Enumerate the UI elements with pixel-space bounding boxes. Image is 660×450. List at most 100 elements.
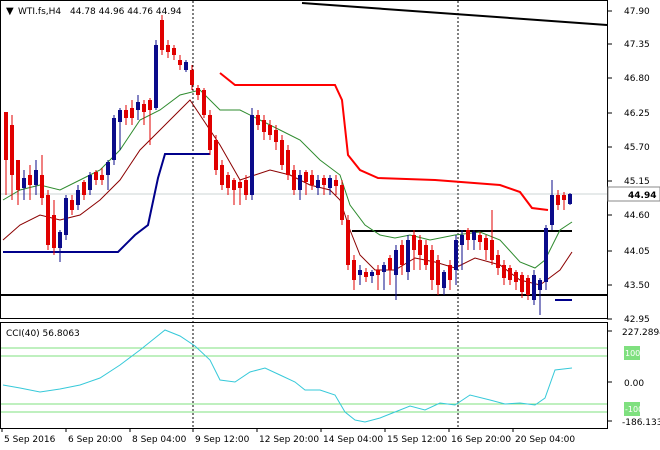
candle-body[interactable] (82, 182, 86, 195)
candle-body[interactable] (556, 195, 560, 205)
candle-body[interactable] (448, 265, 452, 280)
candle-body[interactable] (310, 175, 314, 185)
candle-body[interactable] (568, 194, 572, 204)
candle-body[interactable] (532, 275, 536, 300)
candle-body[interactable] (172, 48, 176, 55)
candle-body[interactable] (52, 215, 56, 248)
candle-body[interactable] (412, 235, 416, 250)
candle-body[interactable] (370, 272, 374, 276)
candle-body[interactable] (130, 108, 134, 118)
candle-body[interactable] (484, 238, 488, 250)
candle-body[interactable] (424, 245, 428, 265)
candle-body[interactable] (442, 272, 446, 288)
candle-body[interactable] (508, 268, 512, 280)
candle-body[interactable] (280, 140, 284, 165)
candle-body[interactable] (202, 90, 206, 115)
candle-body[interactable] (496, 255, 500, 268)
candle-body[interactable] (256, 115, 260, 125)
candle-body[interactable] (478, 235, 482, 242)
candle-body[interactable] (352, 260, 356, 280)
candle-body[interactable] (4, 112, 8, 160)
candle-body[interactable] (196, 88, 200, 95)
candle-body[interactable] (340, 185, 344, 220)
candle-body[interactable] (106, 162, 110, 175)
candle-body[interactable] (118, 110, 122, 122)
candle-body[interactable] (190, 70, 194, 85)
candle-body[interactable] (262, 120, 266, 132)
candle-body[interactable] (394, 250, 398, 275)
candle-body[interactable] (70, 200, 74, 210)
candle-body[interactable] (40, 175, 44, 198)
candle-body[interactable] (364, 272, 368, 277)
candle-body[interactable] (178, 60, 182, 65)
candle-body[interactable] (328, 178, 332, 188)
candle-body[interactable] (334, 180, 338, 186)
candle-body[interactable] (214, 140, 218, 170)
candle-body[interactable] (406, 240, 410, 272)
candle-body[interactable] (388, 258, 392, 270)
candle-body[interactable] (520, 275, 524, 292)
candle-body[interactable] (514, 272, 518, 282)
candle-body[interactable] (76, 190, 80, 205)
candle-body[interactable] (544, 228, 548, 282)
candle-body[interactable] (322, 178, 326, 185)
candle-body[interactable] (550, 195, 554, 225)
candle-body[interactable] (298, 175, 302, 190)
trend-line[interactable] (301, 2, 608, 26)
candle-body[interactable] (142, 104, 146, 112)
cci-axis-max: 227.2894 (622, 328, 660, 338)
candle-body[interactable] (58, 232, 62, 248)
candle-body[interactable] (10, 125, 14, 175)
candle-body[interactable] (34, 170, 38, 185)
candle-body[interactable] (100, 175, 104, 180)
candle-body[interactable] (250, 115, 254, 195)
candle-body[interactable] (232, 180, 236, 190)
candle-body[interactable] (208, 115, 212, 150)
candle-body[interactable] (166, 45, 170, 52)
candle-body[interactable] (64, 198, 68, 235)
candle-body[interactable] (292, 170, 296, 190)
candle-body[interactable] (436, 260, 440, 285)
candle-body[interactable] (454, 240, 458, 270)
candle-body[interactable] (28, 175, 32, 185)
candle-body[interactable] (16, 160, 20, 190)
candle-body[interactable] (460, 235, 464, 245)
candle-body[interactable] (418, 240, 422, 255)
candle-body[interactable] (526, 278, 530, 295)
candle-body[interactable] (472, 232, 476, 240)
candle-body[interactable] (346, 220, 350, 265)
candle-body[interactable] (268, 125, 272, 135)
candle-body[interactable] (238, 182, 242, 188)
candle-body[interactable] (430, 250, 434, 280)
candle-body[interactable] (562, 195, 566, 200)
candle-body[interactable] (400, 245, 404, 265)
candle-body[interactable] (88, 175, 92, 190)
candle-body[interactable] (538, 280, 542, 290)
candle-body[interactable] (148, 100, 152, 110)
candle-body[interactable] (220, 165, 224, 185)
candle-body[interactable] (466, 230, 470, 240)
candle-body[interactable] (154, 45, 158, 108)
candle-body[interactable] (112, 118, 116, 160)
candle-body[interactable] (22, 178, 26, 188)
candles-group[interactable] (4, 15, 572, 315)
candle-body[interactable] (382, 265, 386, 272)
candle-body[interactable] (46, 195, 50, 245)
candle-body[interactable] (226, 175, 230, 188)
candle-body[interactable] (274, 130, 278, 142)
candle-body[interactable] (304, 172, 308, 182)
candle-body[interactable] (184, 62, 188, 70)
candle-body[interactable] (316, 180, 320, 188)
candle-body[interactable] (490, 240, 494, 260)
candle-body[interactable] (136, 102, 140, 110)
candle-body[interactable] (124, 110, 128, 118)
candle-body[interactable] (376, 270, 380, 275)
candle-body[interactable] (94, 172, 98, 180)
candle-body[interactable] (160, 20, 164, 50)
candle-body[interactable] (286, 150, 290, 175)
candle-body[interactable] (244, 180, 248, 195)
candle-body[interactable] (358, 270, 362, 275)
candle-body[interactable] (502, 265, 506, 278)
